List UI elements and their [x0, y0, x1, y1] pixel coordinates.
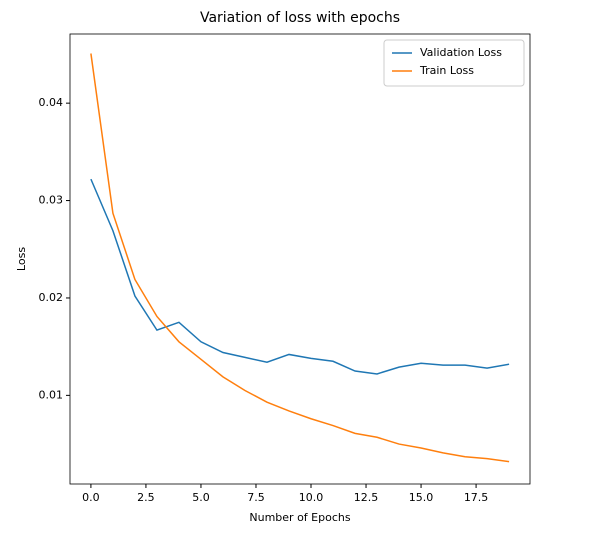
- line-series: [90, 178, 510, 375]
- x-tick-label: 15.0: [409, 491, 434, 504]
- plot-frame: [69, 33, 531, 485]
- legend-box: [383, 39, 525, 87]
- y-tick-label: 0.01: [39, 388, 64, 401]
- legend-label: Validation Loss: [420, 46, 502, 59]
- legend-label: Train Loss: [419, 64, 474, 77]
- y-tick-label: 0.04: [39, 96, 64, 109]
- x-tick-label: 10.0: [299, 491, 324, 504]
- x-tick-label: 12.5: [354, 491, 379, 504]
- x-tick-label: 5.0: [192, 491, 210, 504]
- x-tick-label: 7.5: [247, 491, 265, 504]
- y-tick-label: 0.03: [39, 194, 64, 207]
- chart-title: Variation of loss with epochs: [200, 10, 400, 26]
- x-axis-label: Number of Epochs: [249, 511, 350, 524]
- x-tick-label: 17.5: [464, 491, 489, 504]
- y-axis-label: Loss: [15, 247, 28, 271]
- x-tick-label: 0.0: [82, 491, 100, 504]
- line-series: [90, 53, 510, 463]
- x-tick-label: 2.5: [137, 491, 155, 504]
- y-tick-label: 0.02: [39, 291, 64, 304]
